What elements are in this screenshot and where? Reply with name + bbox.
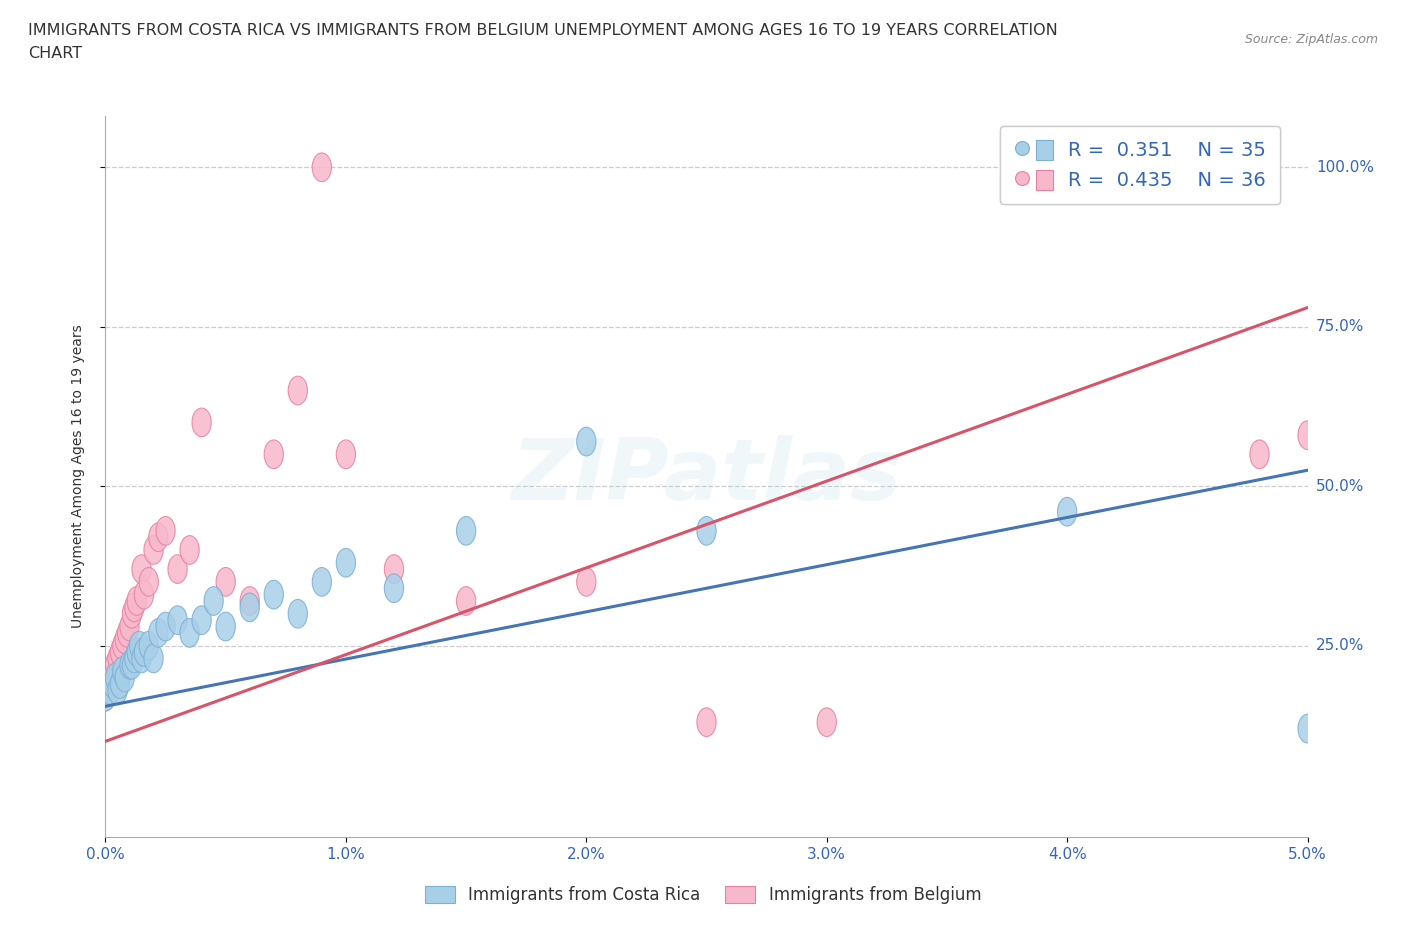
Ellipse shape — [125, 593, 143, 622]
Ellipse shape — [1250, 440, 1270, 469]
Ellipse shape — [204, 587, 224, 616]
Ellipse shape — [288, 376, 308, 405]
Ellipse shape — [817, 708, 837, 737]
Ellipse shape — [129, 631, 149, 660]
Ellipse shape — [139, 631, 159, 660]
Ellipse shape — [240, 587, 259, 616]
Ellipse shape — [139, 567, 159, 596]
Legend: R =  0.351    N = 35, R =  0.435    N = 36: R = 0.351 N = 35, R = 0.435 N = 36 — [1000, 126, 1279, 204]
Text: ZIPatlas: ZIPatlas — [512, 435, 901, 518]
Ellipse shape — [105, 650, 125, 679]
Ellipse shape — [96, 683, 115, 711]
Ellipse shape — [1298, 714, 1317, 743]
Ellipse shape — [240, 593, 259, 622]
Ellipse shape — [110, 638, 129, 667]
Ellipse shape — [193, 605, 211, 634]
Ellipse shape — [143, 644, 163, 672]
Text: IMMIGRANTS FROM COSTA RICA VS IMMIGRANTS FROM BELGIUM UNEMPLOYMENT AMONG AGES 16: IMMIGRANTS FROM COSTA RICA VS IMMIGRANTS… — [28, 23, 1057, 38]
Ellipse shape — [135, 638, 153, 667]
Ellipse shape — [132, 555, 150, 583]
Text: 75.0%: 75.0% — [1316, 319, 1364, 334]
Ellipse shape — [336, 549, 356, 578]
Ellipse shape — [98, 676, 118, 705]
Ellipse shape — [120, 612, 139, 641]
Ellipse shape — [110, 670, 129, 698]
Ellipse shape — [264, 440, 284, 469]
Ellipse shape — [112, 657, 132, 685]
Ellipse shape — [115, 663, 135, 692]
Ellipse shape — [1057, 498, 1077, 526]
Ellipse shape — [125, 644, 143, 672]
Ellipse shape — [108, 644, 127, 672]
Ellipse shape — [103, 670, 122, 698]
Text: 25.0%: 25.0% — [1316, 638, 1364, 653]
Ellipse shape — [103, 663, 122, 692]
Ellipse shape — [193, 408, 211, 437]
Ellipse shape — [122, 600, 142, 628]
Ellipse shape — [96, 683, 115, 711]
Ellipse shape — [101, 676, 120, 705]
Ellipse shape — [384, 555, 404, 583]
Ellipse shape — [312, 153, 332, 181]
Text: 100.0%: 100.0% — [1316, 160, 1374, 175]
Ellipse shape — [156, 516, 176, 545]
Ellipse shape — [167, 555, 187, 583]
Ellipse shape — [112, 631, 132, 660]
Ellipse shape — [127, 587, 146, 616]
Ellipse shape — [135, 580, 153, 609]
Text: CHART: CHART — [28, 46, 82, 61]
Ellipse shape — [336, 440, 356, 469]
Ellipse shape — [122, 650, 142, 679]
Text: 50.0%: 50.0% — [1316, 479, 1364, 494]
Ellipse shape — [217, 567, 235, 596]
Ellipse shape — [457, 587, 475, 616]
Ellipse shape — [149, 523, 167, 551]
Ellipse shape — [217, 612, 235, 641]
Ellipse shape — [697, 516, 716, 545]
Ellipse shape — [1298, 420, 1317, 449]
Y-axis label: Unemployment Among Ages 16 to 19 years: Unemployment Among Ages 16 to 19 years — [70, 325, 84, 629]
Ellipse shape — [180, 618, 200, 647]
Ellipse shape — [180, 536, 200, 565]
Text: Source: ZipAtlas.com: Source: ZipAtlas.com — [1244, 33, 1378, 46]
Ellipse shape — [120, 650, 139, 679]
Ellipse shape — [167, 605, 187, 634]
Ellipse shape — [264, 580, 284, 609]
Ellipse shape — [697, 708, 716, 737]
Ellipse shape — [143, 536, 163, 565]
Ellipse shape — [118, 618, 136, 647]
Ellipse shape — [127, 638, 146, 667]
Ellipse shape — [312, 567, 332, 596]
Ellipse shape — [576, 427, 596, 456]
Ellipse shape — [108, 676, 127, 705]
Ellipse shape — [288, 600, 308, 628]
Ellipse shape — [132, 644, 150, 672]
Ellipse shape — [105, 663, 125, 692]
Ellipse shape — [384, 574, 404, 603]
Ellipse shape — [101, 670, 120, 698]
Ellipse shape — [457, 516, 475, 545]
Ellipse shape — [576, 567, 596, 596]
Legend: Immigrants from Costa Rica, Immigrants from Belgium: Immigrants from Costa Rica, Immigrants f… — [416, 878, 990, 912]
Ellipse shape — [115, 625, 135, 654]
Ellipse shape — [149, 618, 167, 647]
Ellipse shape — [156, 612, 176, 641]
